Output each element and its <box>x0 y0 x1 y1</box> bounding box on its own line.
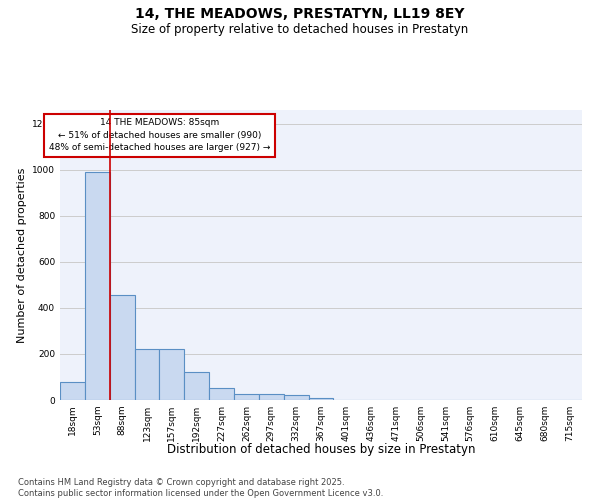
Bar <box>184 372 209 400</box>
Bar <box>234 394 259 400</box>
Text: Distribution of detached houses by size in Prestatyn: Distribution of detached houses by size … <box>167 442 475 456</box>
Bar <box>110 296 134 400</box>
Text: Size of property relative to detached houses in Prestatyn: Size of property relative to detached ho… <box>131 22 469 36</box>
Bar <box>85 172 110 400</box>
Bar <box>60 382 85 400</box>
Bar <box>284 396 308 400</box>
Y-axis label: Number of detached properties: Number of detached properties <box>17 168 26 342</box>
Bar <box>259 394 284 400</box>
Text: 14 THE MEADOWS: 85sqm
← 51% of detached houses are smaller (990)
48% of semi-det: 14 THE MEADOWS: 85sqm ← 51% of detached … <box>49 118 270 152</box>
Text: Contains HM Land Registry data © Crown copyright and database right 2025.
Contai: Contains HM Land Registry data © Crown c… <box>18 478 383 498</box>
Bar <box>308 398 334 400</box>
Text: 14, THE MEADOWS, PRESTATYN, LL19 8EY: 14, THE MEADOWS, PRESTATYN, LL19 8EY <box>135 8 465 22</box>
Bar <box>134 350 160 400</box>
Bar <box>209 388 234 400</box>
Bar <box>160 350 184 400</box>
